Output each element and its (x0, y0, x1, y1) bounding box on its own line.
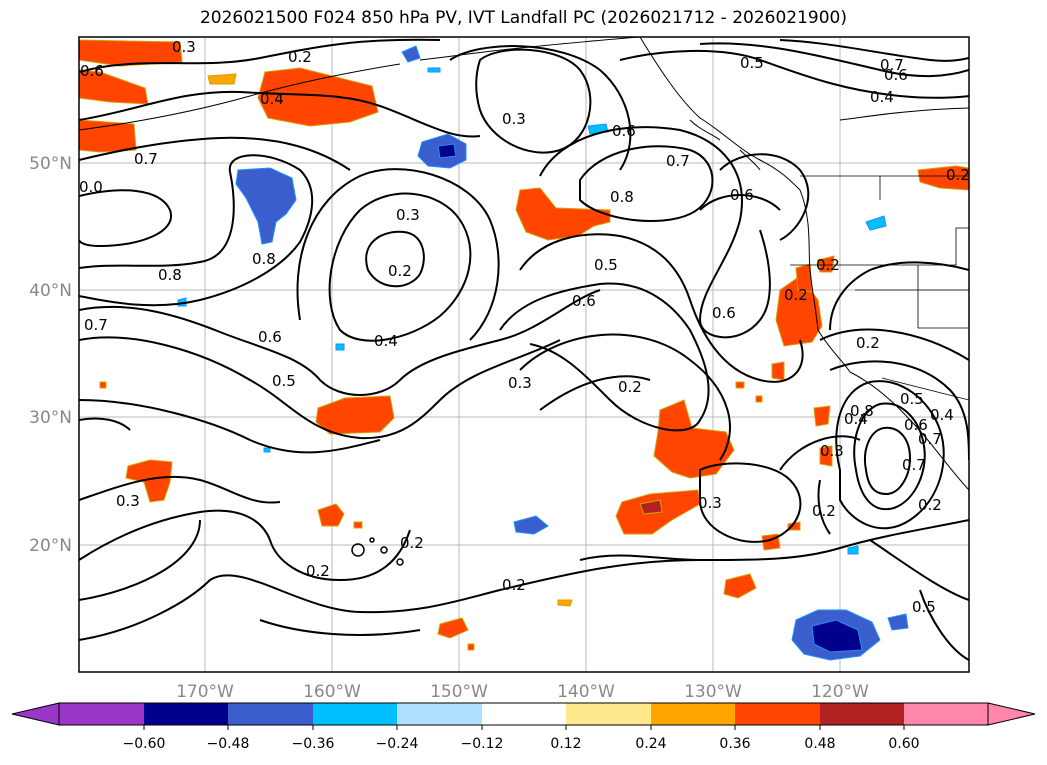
lon-label: 170°W (176, 682, 234, 702)
colorbar-tick-label: −0.48 (207, 736, 250, 752)
colorbar-segment (313, 703, 397, 725)
contour-label: 0.6 (712, 304, 736, 322)
lat-label: 40°N (29, 281, 72, 301)
colorbar-segment (59, 703, 144, 725)
contour-label: 0.3 (820, 442, 844, 460)
contour-label: 0.3 (172, 38, 196, 56)
contour-label: 0.7 (134, 150, 158, 168)
contour-label: 0.4 (844, 410, 868, 428)
contour-label: 0.4 (870, 88, 894, 106)
contour-label: 0.3 (502, 110, 526, 128)
colorbar-tick-label: 0.48 (804, 736, 835, 752)
contour-label: 0.3 (508, 374, 532, 392)
contour-label: 0.8 (850, 402, 874, 420)
pv-positive-anomalies (79, 39, 969, 651)
contour-label: 0.2 (946, 166, 970, 184)
colorbar-segment (144, 703, 228, 725)
contour-label: 0.2 (918, 496, 942, 514)
colorbar-segment (482, 703, 566, 725)
map-title: 2026021500 F024 850 hPa PV, IVT Landfall… (199, 8, 847, 28)
colorbar-tick-label: −0.24 (376, 736, 419, 752)
contour-label: 0.6 (80, 62, 104, 80)
contour-label: 0.5 (900, 390, 924, 408)
lat-label: 30°N (29, 408, 72, 428)
contour-label: 0.6 (258, 328, 282, 346)
latitude-labels: 50°N 40°N 30°N 20°N (29, 154, 72, 556)
contour-label: 0.5 (272, 372, 296, 390)
contour-label: 0.2 (502, 576, 526, 594)
contour-label: 0.4 (374, 332, 398, 350)
contour-label: 0.2 (400, 534, 424, 552)
lon-label: 150°W (430, 682, 488, 702)
contour-label: 0.2 (816, 256, 840, 274)
contour-label: 0.5 (912, 598, 936, 616)
pv-contours (79, 38, 969, 661)
lon-label: 140°W (557, 682, 615, 702)
colorbar-extend-low (11, 702, 60, 726)
contour-label: 0.2 (812, 502, 836, 520)
contour-label: 0.3 (698, 494, 722, 512)
colorbar: −0.60 −0.48 −0.36 −0.24 −0.12 0.12 0.24 … (11, 702, 1036, 752)
colorbar-outline (58, 702, 989, 726)
colorbar-segment (820, 703, 904, 725)
colorbar-tick-label: 0.12 (550, 736, 581, 752)
contour-label: 0.5 (740, 54, 764, 72)
colorbar-tick-label: −0.60 (123, 736, 166, 752)
longitude-labels: 170°W 160°W 150°W 140°W 130°W 120°W (176, 682, 869, 702)
contour-label: 0.7 (666, 152, 690, 170)
lon-label: 160°W (303, 682, 361, 702)
lat-label: 20°N (29, 536, 72, 556)
colorbar-ticks (143, 725, 905, 730)
contour-label: 0.2 (306, 562, 330, 580)
contour-label: 0.3 (116, 492, 140, 510)
contour-label: 0.6 (730, 186, 754, 204)
colorbar-segment (904, 703, 988, 725)
colorbar-tick-label: −0.12 (461, 736, 504, 752)
lon-label: 130°W (684, 682, 742, 702)
colorbar-segment (735, 703, 820, 725)
contour-labels: 0.3 0.2 0.6 0.4 0.7 0.0 0.8 0.7 0.8 0.6 … (79, 38, 970, 616)
colorbar-segment (397, 703, 482, 725)
contour-label: 0.3 (396, 206, 420, 224)
lon-label: 120°W (811, 682, 869, 702)
contour-label: 0.2 (388, 262, 412, 280)
colorbar-segment (228, 703, 313, 725)
contour-label: 0.5 (594, 256, 618, 274)
lat-label: 50°N (29, 154, 72, 174)
contour-label: 0.8 (610, 188, 634, 206)
contour-label: 0.8 (252, 250, 276, 268)
contour-label: 0.7 (880, 56, 904, 74)
colorbar-segment (651, 703, 735, 725)
contour-label: 0.6 (904, 416, 928, 434)
contour-label: 0.0 (79, 178, 103, 196)
contour-label: 0.4 (260, 90, 284, 108)
contour-label: 0.4 (930, 406, 954, 424)
colorbar-tick-label: 0.60 (888, 736, 919, 752)
contour-label: 0.7 (902, 456, 926, 474)
contour-label: 0.2 (288, 48, 312, 66)
contour-label: 0.6 (884, 66, 908, 84)
contour-label: 0.2 (784, 286, 808, 304)
colorbar-segment (566, 703, 651, 725)
contour-label: 0.2 (618, 378, 642, 396)
pv-negative-anomalies (177, 45, 909, 661)
colorbar-tick-label: 0.24 (635, 736, 666, 752)
colorbar-tick-label: −0.36 (292, 736, 335, 752)
map-border (78, 36, 970, 673)
contour-label: 0.6 (612, 122, 636, 140)
contour-label: 0.8 (158, 266, 182, 284)
colorbar-tick-label: 0.36 (719, 736, 750, 752)
contour-label: 0.7 (918, 430, 942, 448)
contour-label: 0.7 (84, 316, 108, 334)
colorbar-extend-high (987, 702, 1036, 726)
hawaiian-islands (351, 537, 404, 566)
contour-label: 0.6 (572, 292, 596, 310)
contour-label: 0.2 (856, 334, 880, 352)
